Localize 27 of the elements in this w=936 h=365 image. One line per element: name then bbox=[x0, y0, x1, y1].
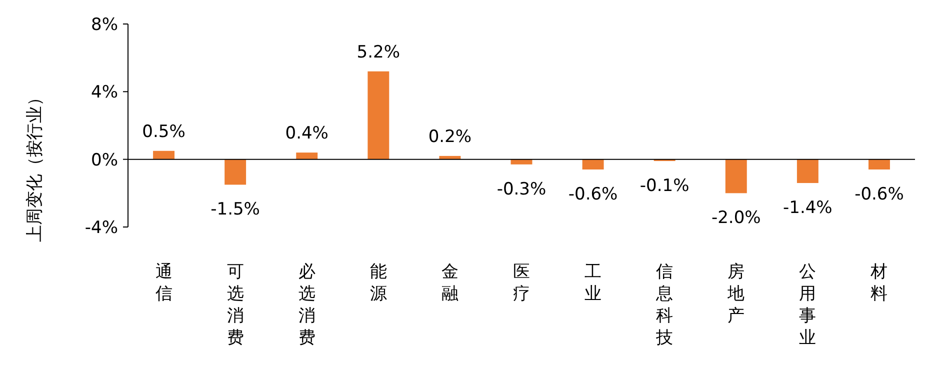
data-label: 5.2% bbox=[356, 42, 400, 62]
x-tick-label: 信息科技 bbox=[655, 262, 674, 348]
data-label: -2.0% bbox=[711, 208, 761, 228]
x-tick-label: 必选消费 bbox=[298, 262, 316, 348]
x-tick-label: 材料 bbox=[870, 262, 888, 304]
y-tick-label: 4% bbox=[91, 82, 118, 103]
y-tick-label: -4% bbox=[84, 218, 118, 238]
x-tick-label: 可选消费 bbox=[226, 262, 244, 348]
x-tick-label: 工业 bbox=[584, 262, 602, 304]
y-tick-label: 8% bbox=[91, 14, 118, 35]
y-tick-label: 0% bbox=[91, 150, 118, 170]
x-tick-label: 金融 bbox=[441, 262, 458, 304]
y-axis-title: 上周变化（按行业） bbox=[25, 89, 45, 242]
data-label: 0.5% bbox=[142, 122, 186, 142]
data-label: -1.5% bbox=[210, 200, 260, 220]
data-label: -0.3% bbox=[496, 179, 546, 200]
x-tick-label: 房地产 bbox=[726, 262, 745, 326]
x-tick-label: 医疗 bbox=[513, 262, 530, 304]
data-label: 0.4% bbox=[285, 124, 328, 144]
data-label: 0.2% bbox=[428, 126, 472, 147]
data-label: -0.1% bbox=[640, 176, 690, 196]
x-tick-label: 通信 bbox=[155, 262, 172, 304]
data-label: -0.6% bbox=[854, 184, 904, 204]
data-label: -0.6% bbox=[568, 184, 618, 204]
x-tick-label: 公用事业 bbox=[799, 262, 816, 348]
x-tick-label: 能源 bbox=[370, 262, 387, 304]
data-label: -1.4% bbox=[783, 198, 832, 218]
